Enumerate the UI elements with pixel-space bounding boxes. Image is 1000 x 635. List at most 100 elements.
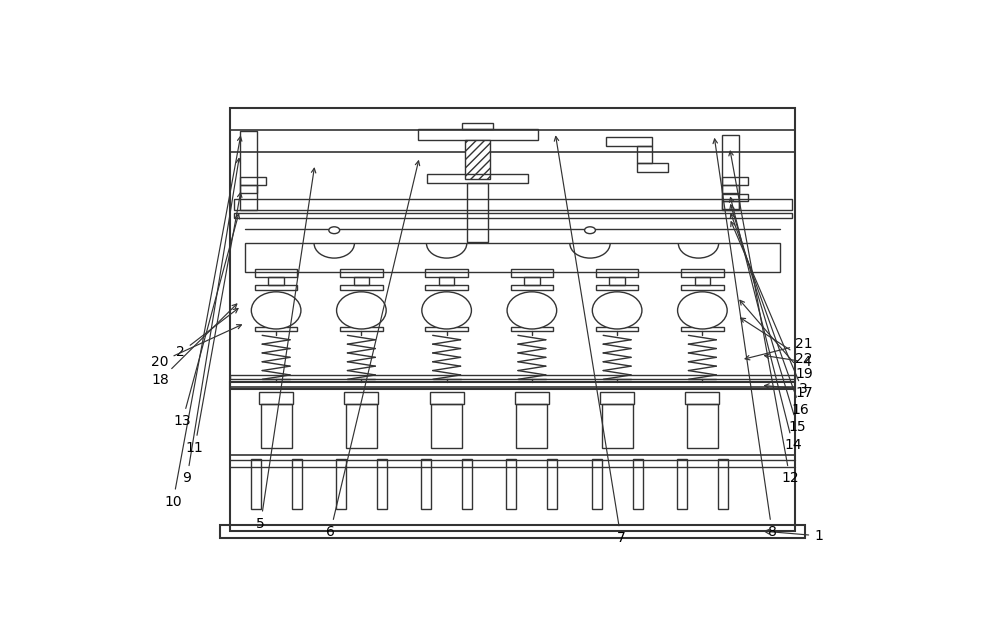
Bar xyxy=(722,135,739,210)
Bar xyxy=(425,269,468,277)
Bar xyxy=(677,459,687,509)
Bar xyxy=(255,286,297,290)
Text: 3: 3 xyxy=(765,382,808,396)
Text: 17: 17 xyxy=(731,222,813,400)
Bar xyxy=(465,140,490,179)
Bar xyxy=(245,243,780,272)
Bar xyxy=(722,185,739,192)
Bar xyxy=(261,404,292,448)
Ellipse shape xyxy=(251,292,301,329)
Bar xyxy=(506,459,516,509)
Bar xyxy=(606,137,652,145)
Bar xyxy=(602,404,633,448)
Bar xyxy=(425,286,468,290)
Text: 15: 15 xyxy=(730,205,807,434)
Bar xyxy=(687,404,718,448)
Bar xyxy=(230,382,795,389)
Bar xyxy=(596,269,638,277)
Bar xyxy=(547,459,557,509)
Bar xyxy=(511,269,553,277)
Text: 21: 21 xyxy=(745,337,813,360)
Bar xyxy=(230,375,795,379)
Circle shape xyxy=(585,227,595,234)
Ellipse shape xyxy=(337,292,386,329)
Bar xyxy=(255,326,297,331)
Bar xyxy=(431,404,462,448)
Bar xyxy=(718,459,728,509)
Text: 18: 18 xyxy=(151,304,237,387)
Text: 19: 19 xyxy=(740,300,813,382)
Bar xyxy=(609,277,625,286)
Bar xyxy=(685,392,719,404)
Bar xyxy=(637,145,652,163)
Bar xyxy=(251,459,261,509)
Bar xyxy=(230,108,795,531)
Bar xyxy=(462,459,472,509)
Bar xyxy=(336,459,346,509)
Ellipse shape xyxy=(422,292,471,329)
Circle shape xyxy=(329,227,340,234)
Bar xyxy=(234,199,792,210)
Text: 20: 20 xyxy=(151,324,241,369)
Text: 16: 16 xyxy=(730,213,810,417)
Text: 13: 13 xyxy=(174,214,240,428)
Ellipse shape xyxy=(592,292,642,329)
Bar xyxy=(600,392,634,404)
Bar xyxy=(425,326,468,331)
Bar xyxy=(592,459,602,509)
Bar xyxy=(344,392,378,404)
Bar xyxy=(722,177,748,185)
Bar xyxy=(230,387,795,455)
Bar xyxy=(292,459,302,509)
Bar xyxy=(240,177,266,185)
Text: 2: 2 xyxy=(176,309,238,359)
Bar xyxy=(439,277,454,286)
Bar xyxy=(462,123,493,129)
Bar xyxy=(268,277,284,286)
Bar xyxy=(722,201,739,209)
Bar xyxy=(418,129,538,140)
Bar xyxy=(633,459,643,509)
Bar xyxy=(430,392,464,404)
Text: 8: 8 xyxy=(713,139,777,539)
Bar xyxy=(255,269,297,277)
Text: 11: 11 xyxy=(186,192,242,455)
Bar xyxy=(234,213,792,218)
Bar xyxy=(230,130,795,152)
Text: 22: 22 xyxy=(741,318,813,366)
Bar xyxy=(511,286,553,290)
Ellipse shape xyxy=(507,292,557,329)
Bar xyxy=(340,326,383,331)
Bar xyxy=(681,286,724,290)
Bar xyxy=(427,174,528,183)
Bar xyxy=(516,404,547,448)
Text: 12: 12 xyxy=(729,151,799,485)
Bar xyxy=(524,277,540,286)
Bar xyxy=(695,277,710,286)
Bar xyxy=(515,392,549,404)
Bar xyxy=(722,194,748,201)
Bar xyxy=(259,392,293,404)
Bar xyxy=(421,459,431,509)
Text: 4: 4 xyxy=(765,354,811,369)
Bar xyxy=(346,404,377,448)
Bar xyxy=(596,326,638,331)
Text: 5: 5 xyxy=(256,168,316,531)
Bar xyxy=(377,459,387,509)
Text: 14: 14 xyxy=(729,197,802,452)
Bar xyxy=(220,525,805,538)
Bar xyxy=(340,269,383,277)
Bar xyxy=(240,185,257,192)
Ellipse shape xyxy=(678,292,727,329)
Text: 10: 10 xyxy=(164,137,242,509)
Bar xyxy=(511,326,553,331)
Bar xyxy=(467,183,488,243)
Text: 1: 1 xyxy=(765,529,823,543)
Bar xyxy=(637,163,668,171)
Text: 9: 9 xyxy=(183,159,241,485)
Bar xyxy=(340,286,383,290)
Bar xyxy=(681,269,724,277)
Text: 7: 7 xyxy=(554,137,625,545)
Bar xyxy=(681,326,724,331)
Text: 6: 6 xyxy=(326,161,420,539)
